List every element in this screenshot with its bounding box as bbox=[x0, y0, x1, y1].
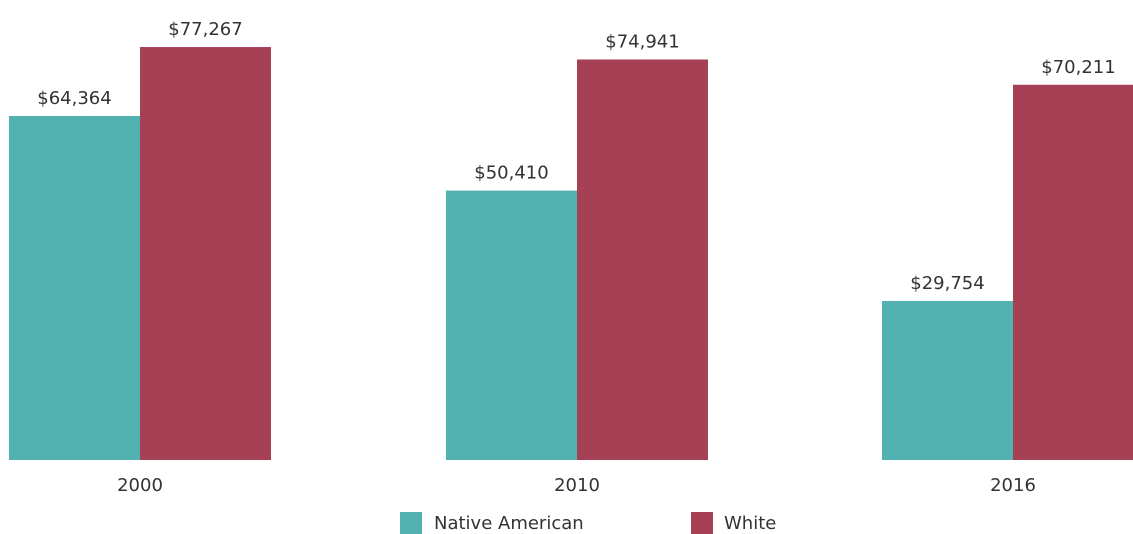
data-label-white-2010: $74,941 bbox=[605, 31, 679, 52]
legend-label-native-american: Native American bbox=[434, 513, 584, 534]
data-label-white-2016: $70,211 bbox=[1041, 57, 1115, 78]
value-labels-layer: $64,364 $77,267 $50,410 $74,941 $29,754 $70,2… bbox=[37, 19, 1115, 294]
bar-white-2010 bbox=[577, 59, 708, 460]
bar-native-american-2000 bbox=[9, 116, 140, 460]
bar-native-american-2010 bbox=[446, 190, 577, 460]
x-axis-ticks: 2000 2010 2016 bbox=[117, 475, 1036, 496]
bar-white-2000 bbox=[140, 47, 271, 460]
data-label-native-american-2010: $50,410 bbox=[474, 163, 548, 184]
legend-swatch-white bbox=[691, 512, 713, 534]
data-label-white-2000: $77,267 bbox=[168, 19, 242, 40]
legend-label-white: White bbox=[724, 513, 776, 534]
legend-swatch-native-american bbox=[400, 512, 422, 534]
legend: Native American White bbox=[400, 512, 776, 534]
x-tick-label-2010: 2010 bbox=[554, 475, 600, 496]
bar-native-american-2016 bbox=[882, 300, 1013, 460]
x-tick-label-2016: 2016 bbox=[990, 475, 1036, 496]
bar-white-2016 bbox=[1013, 84, 1133, 460]
data-label-native-american-2000: $64,364 bbox=[37, 88, 111, 109]
bars-layer bbox=[9, 47, 1133, 460]
data-label-native-american-2016: $29,754 bbox=[910, 273, 984, 294]
x-tick-label-2000: 2000 bbox=[117, 475, 163, 496]
